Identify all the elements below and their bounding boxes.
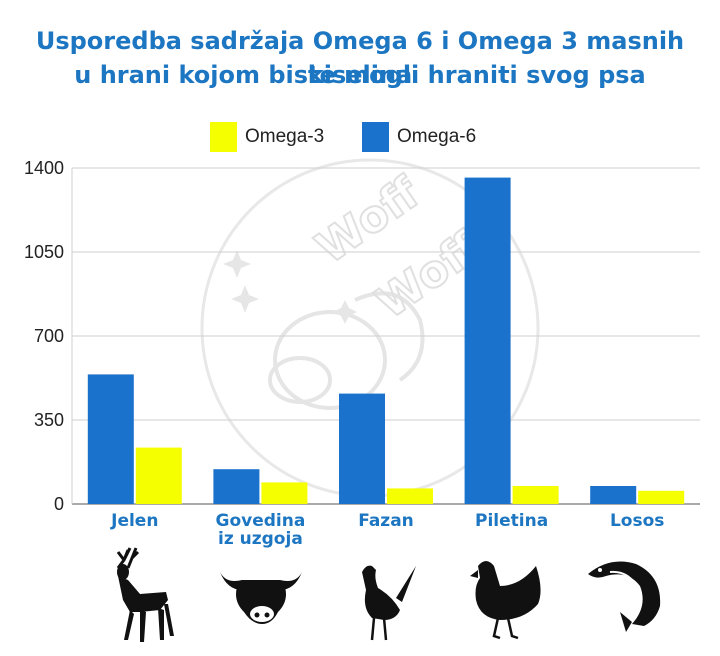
chart-title-line-1: Usporedba sadržaja Omega 6 i Omega 3 mas… xyxy=(35,27,685,89)
legend-label-omega-3: Omega-3 xyxy=(245,126,325,147)
y-tick-label-700: 700 xyxy=(34,326,64,346)
legend-swatch-omega-3 xyxy=(210,122,237,152)
bar-omega-3-0 xyxy=(135,447,182,504)
x-tick-label-2-0: Fazan xyxy=(358,511,414,531)
bar-omega-3-1 xyxy=(261,482,308,504)
pheasant-icon xyxy=(362,565,416,641)
y-tick-label-0: 0 xyxy=(54,494,64,514)
chart-title-line-2: u hrani kojom biste mogli hraniti svog p… xyxy=(74,61,646,89)
y-tick-label-350: 350 xyxy=(34,410,64,430)
bar-omega-3-2 xyxy=(387,488,433,504)
x-tick-label-4-0: Losos xyxy=(610,511,664,531)
hen-icon xyxy=(470,561,541,640)
legend-swatch-omega-6 xyxy=(362,122,389,152)
salmon-icon xyxy=(588,561,661,632)
legend-label-omega-6: Omega-6 xyxy=(397,126,477,147)
x-tick-label-1-1: iz uzgoja xyxy=(218,529,303,549)
bar-omega-6-0 xyxy=(87,374,134,504)
deer-icon xyxy=(116,547,174,642)
legend-item-omega-3: Omega-3 xyxy=(210,120,324,154)
legend-item-omega-6: Omega-6 xyxy=(362,120,476,154)
bar-omega-6-3 xyxy=(464,177,511,504)
bar-omega-3-3 xyxy=(512,486,559,504)
bar-omega-3-4 xyxy=(638,490,685,504)
bull-icon xyxy=(220,572,302,624)
bar-omega-6-4 xyxy=(590,486,637,504)
x-tick-label-1-0: Govedina xyxy=(215,511,305,531)
bar-omega-6-1 xyxy=(213,469,260,504)
legend: Omega-3 Omega-6 xyxy=(0,120,720,154)
x-tick-label-3-0: Piletina xyxy=(475,511,548,531)
x-tick-label-0-0: Jelen xyxy=(110,511,158,531)
bar-omega-6-2 xyxy=(339,393,385,504)
y-tick-label-1050: 1050 xyxy=(24,242,64,262)
y-tick-label-1400: 1400 xyxy=(24,158,64,178)
